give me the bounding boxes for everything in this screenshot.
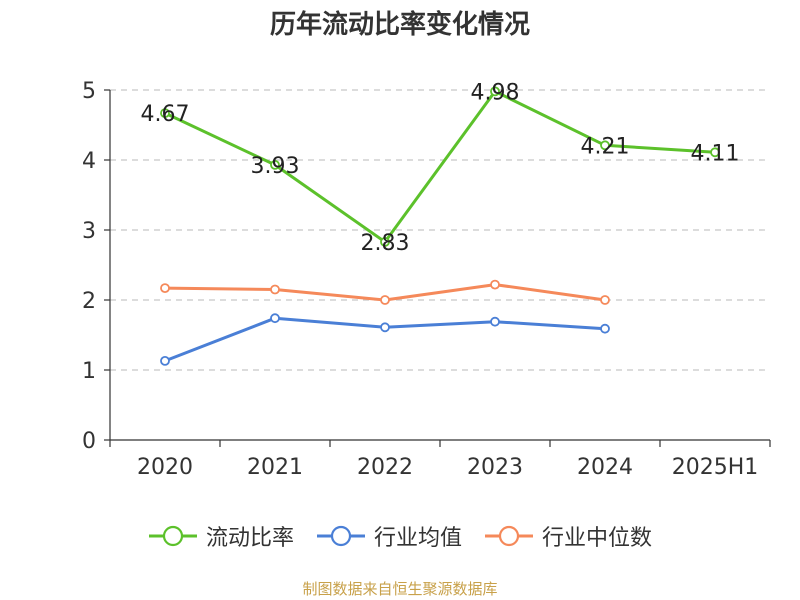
data-labels: 4.67 3.93 2.83 4.98 4.21 4.11 bbox=[141, 80, 740, 256]
legend-label: 行业均值 bbox=[373, 526, 462, 551]
y-tick-label: 1 bbox=[82, 359, 96, 384]
data-label: 4.98 bbox=[471, 80, 520, 105]
legend-marker bbox=[330, 525, 352, 547]
data-label: 4.11 bbox=[691, 141, 740, 166]
data-point bbox=[160, 108, 170, 118]
x-tick-label: 2023 bbox=[467, 455, 523, 480]
data-label: 4.21 bbox=[581, 134, 630, 159]
x-tick-label: 2024 bbox=[577, 455, 633, 480]
series-3 bbox=[160, 279, 610, 305]
data-point bbox=[490, 86, 500, 97]
series-1 bbox=[160, 86, 720, 247]
data-label: 3.93 bbox=[251, 154, 300, 179]
legend-marker bbox=[162, 525, 184, 547]
legend-item[interactable]: 行业均值 bbox=[316, 520, 462, 552]
data-point bbox=[710, 147, 720, 158]
legend: 流动比率 行业均值 行业中位数 bbox=[0, 520, 800, 552]
legend-line-marker-icon bbox=[316, 525, 365, 547]
data-label: 4.67 bbox=[141, 102, 190, 127]
source-note: 制图数据来自恒生聚源数据库 bbox=[302, 580, 498, 598]
data-point bbox=[490, 279, 500, 290]
legend-line-marker-icon bbox=[485, 525, 533, 547]
y-tick-label: 4 bbox=[82, 149, 96, 174]
data-point bbox=[270, 159, 280, 170]
series-lines bbox=[160, 86, 720, 366]
data-point bbox=[380, 295, 390, 305]
data-point bbox=[600, 140, 610, 151]
grid-lines bbox=[110, 89, 770, 371]
legend-line-marker-icon bbox=[148, 525, 197, 547]
data-point bbox=[490, 316, 500, 327]
legend-item[interactable]: 流动比率 bbox=[148, 520, 294, 552]
x-tick-label: 2025H1 bbox=[672, 455, 759, 480]
data-point bbox=[380, 236, 390, 247]
data-point bbox=[270, 313, 280, 324]
chart-title: 历年流动比率变化情况 bbox=[269, 10, 530, 40]
legend-label: 流动比率 bbox=[205, 526, 294, 551]
axes: 0 1 2 3 4 5 2020 2021 2022 2023 2024 2025H1 bbox=[82, 79, 771, 480]
x-tick-label: 2020 bbox=[137, 455, 193, 480]
data-point bbox=[600, 295, 610, 305]
data-point bbox=[160, 355, 170, 366]
data-point bbox=[600, 323, 610, 334]
legend-item[interactable]: 行业中位数 bbox=[484, 520, 652, 552]
data-point bbox=[270, 284, 280, 295]
data-label: 2.83 bbox=[361, 231, 410, 256]
x-tick-label: 2021 bbox=[247, 455, 303, 480]
y-tick-label: 0 bbox=[82, 429, 96, 454]
legend-marker bbox=[498, 525, 520, 547]
x-tick-label: 2022 bbox=[357, 455, 413, 480]
series-2 bbox=[160, 313, 610, 366]
data-point bbox=[160, 283, 170, 294]
data-point bbox=[380, 322, 390, 333]
y-tick-label: 3 bbox=[82, 219, 96, 244]
legend-label: 行业中位数 bbox=[542, 526, 653, 551]
y-tick-label: 2 bbox=[82, 289, 96, 314]
y-tick-label: 5 bbox=[82, 79, 96, 104]
series-line bbox=[164, 89, 716, 244]
